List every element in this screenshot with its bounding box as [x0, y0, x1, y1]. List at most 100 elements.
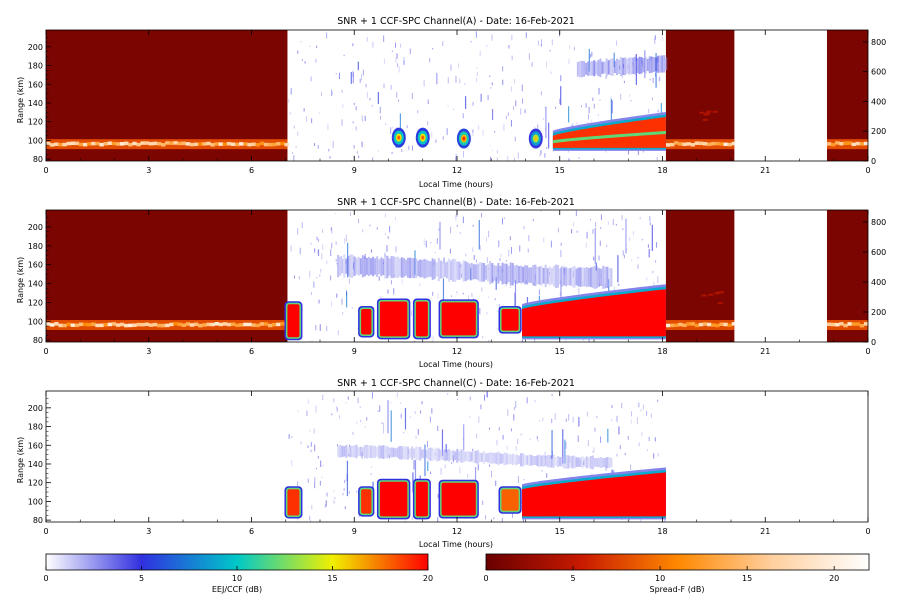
eej-block-core — [287, 489, 300, 516]
spread-f-segment — [674, 323, 679, 328]
upper-layer-strip — [598, 457, 601, 468]
upper-layer-strip — [559, 268, 562, 285]
x-tick-label: 6 — [249, 527, 254, 536]
noise-speck — [348, 278, 350, 284]
noise-speck — [333, 500, 335, 504]
panel-body — [284, 391, 666, 522]
spread-f-segment — [111, 141, 117, 146]
upper-layer-strip — [587, 267, 590, 287]
noise-speck — [588, 114, 590, 120]
noise-speck — [599, 99, 601, 101]
noise-speck — [482, 336, 484, 338]
noise-speck — [502, 217, 504, 225]
noise-speck — [486, 391, 488, 398]
noise-speck — [320, 268, 322, 273]
spread-f-segment — [863, 141, 868, 146]
noise-speck — [403, 431, 405, 434]
upper-layer-strip — [417, 260, 420, 277]
spread-f-segment — [62, 142, 67, 147]
upper-layer-strip — [347, 255, 350, 277]
upper-layer-strip — [454, 259, 457, 282]
x-tick-label: 0 — [43, 347, 48, 356]
spread-f-segment — [826, 142, 832, 146]
noise-speck — [411, 516, 413, 520]
noise-speck — [430, 242, 432, 244]
noise-speck — [502, 434, 504, 440]
noise-speck — [480, 404, 482, 410]
noise-speck — [318, 249, 320, 257]
eej-block-core — [501, 309, 519, 331]
noise-speck — [500, 253, 502, 257]
colorbar-tick-label: 0 — [483, 574, 488, 583]
noise-speck — [462, 292, 464, 295]
noise-streak — [625, 218, 627, 254]
noise-speck — [408, 145, 410, 151]
noise-speck — [654, 35, 656, 40]
noise-speck — [386, 245, 388, 252]
noise-speck — [387, 236, 389, 239]
noise-speck — [462, 113, 464, 119]
spread-f-segment — [665, 143, 671, 147]
spread-f-segment — [839, 141, 844, 146]
noise-speck — [371, 392, 373, 399]
noise-speck — [591, 473, 593, 476]
upper-layer-strip — [573, 265, 576, 288]
spread-f-segment — [230, 322, 236, 326]
noise-speck — [616, 415, 618, 422]
upper-layer-strip — [548, 454, 551, 468]
noise-speck — [347, 396, 349, 400]
upper-layer-strip — [470, 452, 473, 462]
noise-speck — [610, 96, 612, 100]
noise-speck — [472, 224, 474, 228]
noise-speck — [355, 126, 357, 131]
spread-f-segment — [99, 142, 104, 147]
noise-speck — [511, 55, 513, 61]
noise-speck — [620, 94, 622, 100]
noise-speck — [292, 152, 294, 154]
noise-speck — [342, 104, 344, 108]
upper-layer-strip — [648, 56, 651, 74]
spread-f-segment — [847, 322, 852, 326]
noise-speck — [321, 253, 323, 260]
y-tick-label: 80 — [33, 155, 43, 164]
spread-f-segment — [707, 142, 712, 147]
upper-layer-strip — [650, 56, 653, 73]
noise-speck — [590, 53, 592, 58]
noise-speck — [472, 129, 474, 133]
right-tick-label: 800 — [871, 38, 886, 47]
upper-layer-strip — [497, 262, 500, 284]
eej-block-core — [441, 482, 476, 516]
noise-streak — [377, 92, 379, 105]
noise-speck — [397, 63, 399, 68]
upper-layer-strip — [427, 260, 430, 277]
noise-speck — [319, 112, 321, 114]
upper-layer-strip — [359, 446, 362, 457]
noise-speck — [377, 149, 379, 152]
noise-speck — [290, 88, 292, 95]
upper-layer-strip — [390, 447, 393, 458]
noise-speck — [537, 40, 539, 46]
noise-speck — [361, 115, 363, 122]
noise-speck — [288, 98, 290, 103]
upper-layer-strip — [567, 268, 570, 286]
eej-block-core — [287, 304, 300, 338]
noise-speck — [578, 288, 580, 294]
noise-speck — [661, 34, 663, 41]
noise-speck — [336, 263, 338, 265]
noise-speck — [316, 277, 318, 279]
spread-f-segment — [259, 141, 265, 146]
upper-layer-strip — [569, 268, 572, 286]
noise-streak — [480, 93, 482, 102]
spread-f-segment — [107, 322, 113, 327]
noise-speck — [406, 125, 408, 129]
noise-speck — [560, 250, 562, 257]
noise-speck — [450, 295, 452, 297]
noise-speck — [384, 252, 386, 257]
upper-layer-strip — [376, 447, 379, 457]
upper-layer-strip — [341, 259, 344, 274]
upper-layer-strip — [530, 454, 533, 466]
noise-speck — [336, 293, 338, 298]
upper-layer-strip — [534, 264, 537, 287]
noise-speck — [541, 470, 543, 472]
